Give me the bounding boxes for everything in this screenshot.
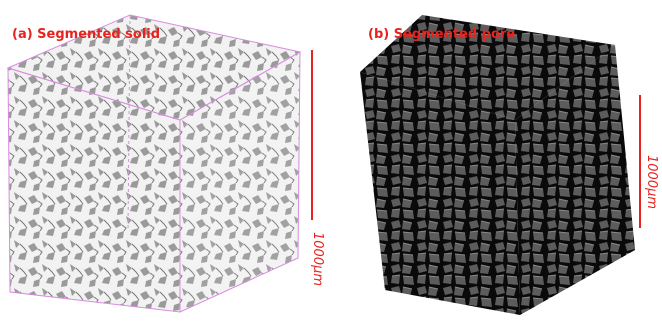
figure: 1000μm 1000μm (a) Segmented solid (b) Se… xyxy=(0,0,662,320)
panel-label: (a) Segmented solid xyxy=(12,27,160,42)
scale-label: 1000μm xyxy=(310,232,325,286)
pore-cube xyxy=(360,15,635,315)
scale-label: 1000μm xyxy=(644,155,659,209)
panel-label: (b) Segmented pore xyxy=(368,27,515,42)
solid-cube xyxy=(8,15,300,312)
page: 1000μm 1000μm (a) Segmented solid (b) Se… xyxy=(0,0,662,320)
